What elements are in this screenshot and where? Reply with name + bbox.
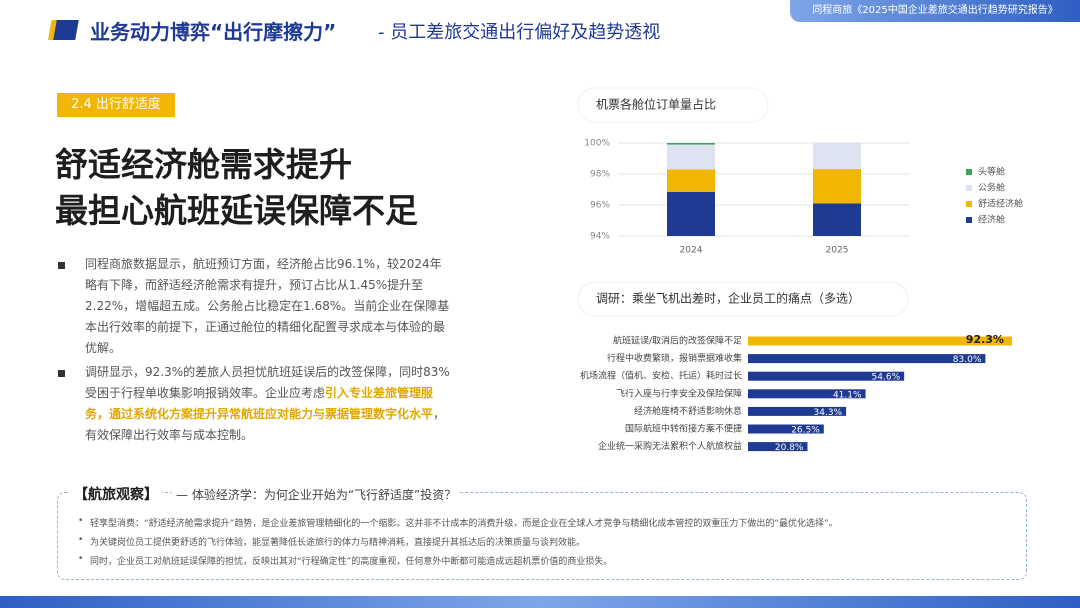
chart-title-pill [577,87,769,123]
headline: 最担心航班延误保障不足 [55,191,418,230]
observation-title: 【航旅观察】 [70,484,162,504]
value-label: 26.5% [791,426,820,436]
category-label: 飞行入座与行李安全及保险保障 [616,387,742,399]
y-tick-label: 96% [590,201,610,211]
chart-title: 调研：乘坐飞机出差时，企业员工的痛点（多选） [596,291,860,306]
observation-subtitle: — 体验经济学：为何企业开始为“飞行舒适度”投资？ [172,486,461,503]
bar-segment [667,143,715,145]
footer-bar [0,596,1080,608]
value-label: 92.3% [966,333,1004,346]
bullet-icon [58,370,65,377]
bar-segment [813,203,861,236]
section-tag: 2.4 出行舒适度 [57,93,175,117]
y-tick-label: 94% [590,232,610,242]
bar [748,406,847,416]
value-label: 41.1% [833,390,862,400]
bullet-icon: • [78,516,84,526]
value-label: 34.3% [814,408,843,418]
legend-label: 头等舱 [978,166,1005,178]
bar-segment [667,144,715,170]
bar-segment [667,191,715,236]
text: 调研显示，92.3%的差旅人员担忧航班延误后的改签保障，同时83%受困于行程单收… [85,365,450,400]
paragraph: 调研显示，92.3%的差旅人员担忧航班延误后的改签保障，同时83%受困于行程单收… [85,362,450,446]
bullet-icon: • [78,535,84,545]
bar-segment [813,169,861,204]
bullet-icon [58,262,65,269]
legend-swatch [966,201,972,207]
x-tick-label: 2025 [826,246,849,256]
y-tick-label: 100% [584,139,610,149]
bar [748,389,866,399]
title: 业务动力博弈“出行摩擦力” [90,20,337,44]
bar [748,424,824,434]
text: ，有效保障出行效率与成本控制。 [85,407,446,442]
chart-title-pill [577,281,909,317]
category-label: 国际航班中转衔接方案不便捷 [625,423,742,435]
observation-point: 同时，企业员工对航班延误保障的担忧，反映出其对“行程确定性”的高度重视，任何意外… [90,557,613,567]
observation-point: 为关键岗位员工提供更舒适的飞行体验，能显著降低长途旅行的体力与精神消耗，直接提升… [90,538,586,548]
bar-segment [667,169,715,192]
bar [748,371,905,381]
bar [748,442,808,452]
source-tag: 同程商旅《2025中国企业差旅交通出行趋势研究报告》 [790,0,1080,22]
bar-segment [813,143,861,170]
legend-label: 经济舱 [978,214,1005,226]
value-label: 20.8% [775,443,804,453]
value-label: 54.6% [872,373,901,383]
headline: 舒适经济舱需求提升 [55,145,352,184]
legend-swatch [966,185,972,191]
chart-title: 机票各舱位订单量占比 [596,97,716,112]
paragraph: 同程商旅数据显示，航班预订方面，经济舱占比96.1%，较2024年略有下降，而舒… [85,257,450,355]
value-label: 83.0% [953,355,982,365]
category-label: 机场流程（值机、安检、托运）耗时过长 [580,370,742,382]
category-label: 航班延误/取消后的改签保障不足 [613,335,742,347]
y-tick-label: 98% [590,170,610,180]
legend-label: 舒适经济舱 [978,198,1023,210]
observation-point: 轻享型消费：“舒适经济舱需求提升”趋势，是企业差旅管理精细化的一个缩影。这并非不… [90,519,838,529]
category-label: 经济舱座椅不舒适影响休息 [634,405,742,417]
bullet-icon: • [78,554,84,564]
subtitle: - 员工差旅交通出行偏好及趋势透视 [378,22,661,43]
legend-swatch [966,217,972,223]
bar [748,336,1012,346]
bar [748,354,986,364]
category-label: 行程中收费繁琐，报销票据难收集 [607,352,742,364]
legend-swatch [966,169,972,175]
observation-box [57,492,1027,580]
highlight: 引入专业差旅管理服务，通过系统化方案提升异常航班应对能力与票据管理数字化水平 [85,386,434,421]
legend-label: 公务舱 [978,182,1005,194]
category-label: 企业统一采购无法累积个人航旅权益 [598,440,742,452]
x-tick-label: 2024 [680,246,703,256]
